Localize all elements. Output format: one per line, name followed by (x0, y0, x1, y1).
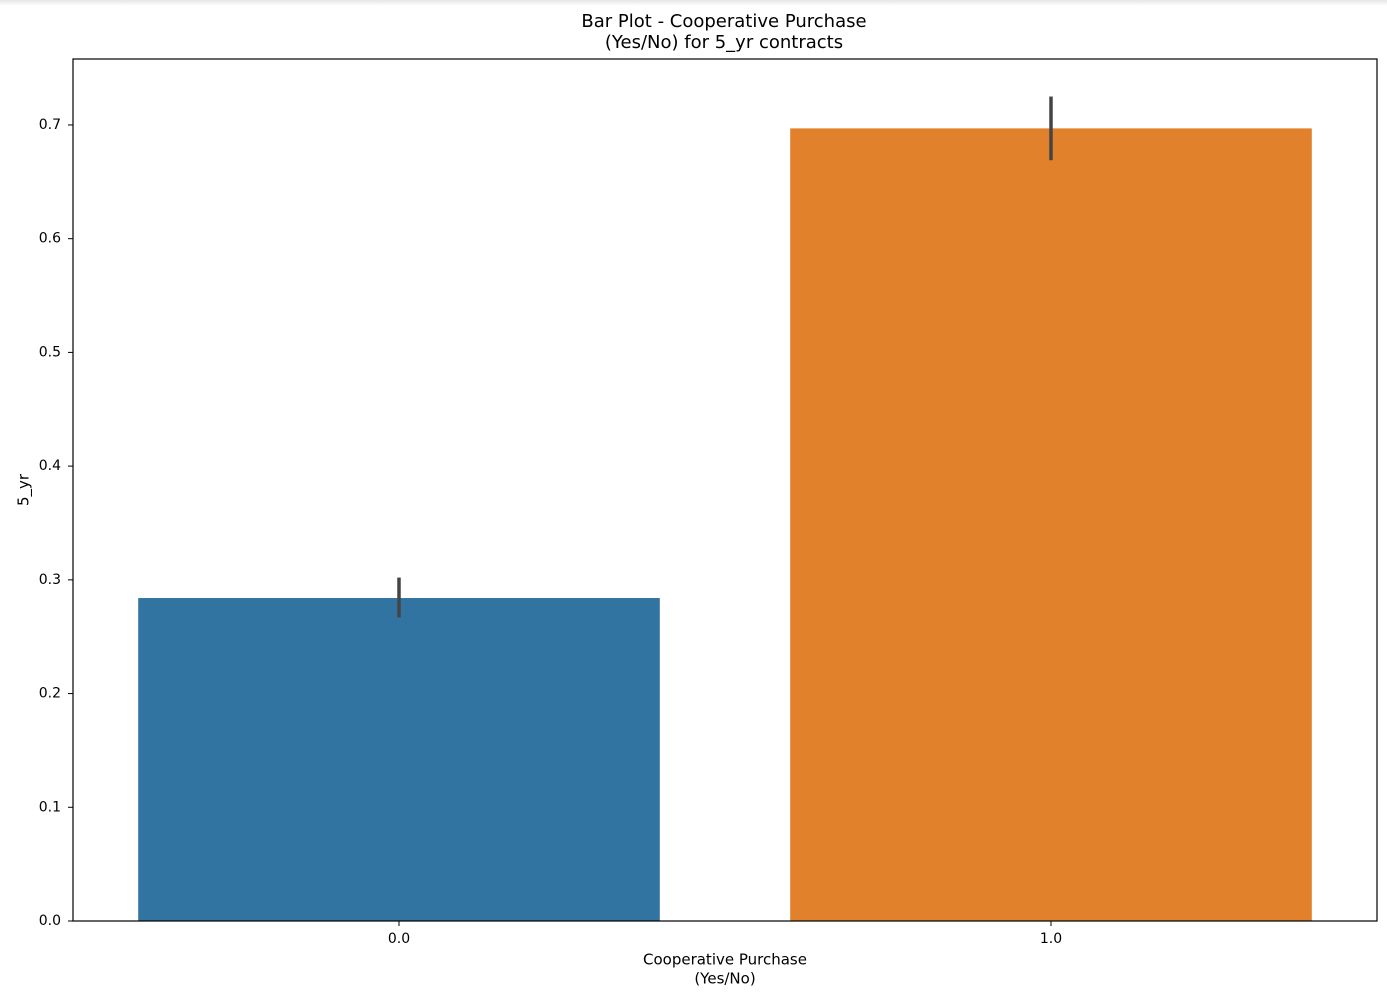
bar (138, 598, 660, 921)
y-tick-label: 0.4 (39, 458, 61, 474)
y-tick-label: 0.1 (39, 799, 61, 815)
chart-title-line: (Yes/No) for 5_yr contracts (605, 32, 843, 53)
x-tick-label: 0.0 (388, 931, 410, 947)
x-axis-label: (Yes/No) (694, 970, 755, 988)
y-tick-label: 0.0 (39, 913, 61, 929)
y-tick-label: 0.5 (39, 344, 61, 360)
y-tick-label: 0.3 (39, 572, 61, 588)
y-axis-label: 5_yr (15, 473, 34, 506)
top-shadow (0, 0, 1387, 6)
x-axis-label: Cooperative Purchase (643, 951, 807, 969)
x-tick-label: 1.0 (1040, 931, 1062, 947)
bar (790, 128, 1312, 922)
y-tick-label: 0.2 (39, 686, 61, 702)
y-tick-label: 0.7 (39, 117, 61, 133)
y-tick-label: 0.6 (39, 231, 61, 247)
chart-title-line: Bar Plot - Cooperative Purchase (581, 11, 866, 32)
plot-frame (72, 58, 1378, 922)
